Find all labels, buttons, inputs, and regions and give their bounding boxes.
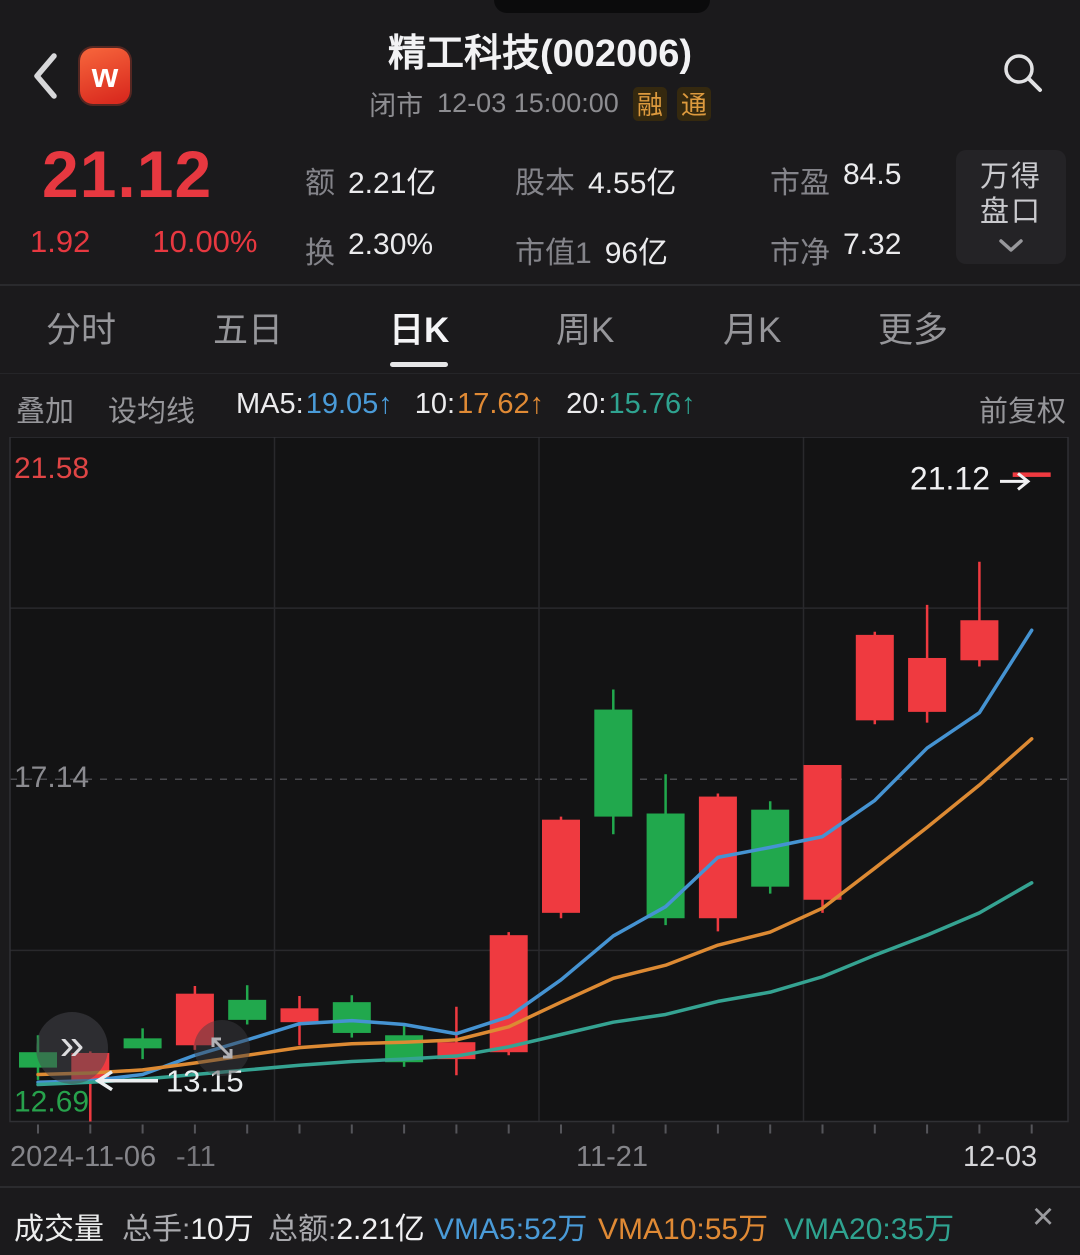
set-ma-button[interactable]: 设均线 [108,396,196,428]
candle [280,995,319,1046]
ma5-readout: MA5: 19.05↑ [236,388,393,420]
overlay-button[interactable]: 叠加 [16,396,75,428]
candle [123,1028,162,1060]
candle [960,561,999,667]
vma20-readout: VMA20:35万 [784,1213,955,1246]
price-adjust-button[interactable]: 前复权 [978,396,1066,428]
ma-line-ma20 [36,881,1034,1087]
candle [855,631,894,725]
total-amount: 总额:2.21亿 [268,1213,425,1246]
diagonal-resize-icon [211,1037,233,1059]
market-status-row: 闭市 12-03 15:00:00 融 通 [0,84,1080,123]
wind-depth-panel-button[interactable]: 万得 盘口 [956,150,1066,264]
candle [489,932,528,1056]
vma10-readout: VMA10:55万 [598,1213,769,1246]
market-status: 闭市 [369,91,424,121]
y-axis-label: 17.14 [14,761,89,794]
tab-five-day[interactable]: 五日 [213,311,284,350]
stat-amount: 额 2.21亿 [305,167,437,200]
candle [908,604,947,723]
current-price-marker: 21.12 [910,460,1031,496]
x-tick-label: 12-03 [963,1141,1038,1173]
ma10-readout: 10: 17.62↑ [414,388,545,420]
search-icon[interactable] [1000,50,1046,96]
vma5-readout: VMA5:52万 [434,1213,588,1246]
candle [1012,472,1051,477]
stat-shares: 股本 4.55亿 [515,167,677,200]
stat-pb: 市净 7.32 [770,228,902,270]
candle [542,816,580,919]
top-notch [494,0,710,13]
y-axis-label: 12.69 [14,1086,89,1119]
page-title: 精工科技(002006) [387,33,693,75]
candle [594,689,633,835]
section-divider [0,373,1080,374]
price-change-pct: 10.00% [152,224,258,259]
candle [803,765,842,913]
close-volume-pane-icon[interactable]: × [1032,1196,1055,1238]
candle [646,774,685,926]
x-tick-label: 11-21 [576,1141,649,1173]
total-lots: 总手:10万 [122,1213,254,1246]
low-price-marker: 13.15 [94,1064,244,1099]
volume-legend-bar: 成交量 总手:10万 总额:2.21亿 VMA5:52万 VMA10:55万 V… [0,1188,1080,1255]
quote-timestamp: 12-03 15:00:00 [437,88,619,118]
margin-badge: 融 [632,86,667,121]
resize-handle[interactable] [194,1020,250,1076]
ma-line-ma10 [36,737,1034,1077]
volume-pane-title: 成交量 [14,1213,104,1246]
candlestick-chart[interactable]: 21.58 17.14 12.69 13.15 21.12 [0,437,1080,1147]
ma-readout: MA5: 19.05↑ 10: 17.62↑ 20: 15.76↑ [236,388,696,421]
connect-badge: 通 [676,86,711,121]
x-axis-labels: 2024-11-06 -11 11-21 12-03 [0,1141,1080,1181]
stat-pe: 市盈 84.5 [770,158,902,200]
arrow-left-icon [94,1070,113,1092]
chevron-down-icon [999,239,1023,252]
ma20-readout: 20: 15.76↑ [566,388,696,420]
fast-forward-button[interactable]: » [36,1012,108,1084]
wind-app-logo: w [80,48,130,104]
tab-weekly-k[interactable]: 周K [556,311,615,350]
ma-line-ma5 [36,628,1034,1084]
section-divider [0,1186,1080,1188]
section-divider [0,284,1080,286]
candle [175,985,214,1050]
x-tick-label: -11 [176,1141,216,1173]
candle [332,995,371,1038]
back-icon[interactable] [30,52,62,100]
tab-more[interactable]: 更多 [878,311,949,350]
tab-monthly-k[interactable]: 月K [723,311,782,350]
active-tab-underline [390,362,449,367]
ma-toolbar: 叠加 设均线 MA5: 19.05↑ 10: 17.62↑ 20: 15.76↑ 前复… [0,388,1080,432]
logo-letter: w [91,56,119,95]
tab-minute[interactable]: 分时 [46,311,117,350]
chart-period-tabs: 分时 五日 日K 周K 月K 更多 [0,288,1080,630]
svg-text:21.12: 21.12 [910,460,990,496]
price-change: 1.92 [30,224,91,259]
last-price: 21.12 [42,137,213,211]
stat-turnover: 换 2.30% [305,228,434,270]
candle [698,793,737,932]
stat-market-cap: 市值1 96亿 [515,237,669,270]
candle [228,985,267,1025]
x-tick-label: 2024-11-06 [10,1141,157,1173]
fast-forward-icon: » [59,1020,85,1069]
change-row: 1.92 10.00% [30,224,290,260]
tab-daily-k[interactable]: 日K [389,302,449,367]
arrow-right-icon [1017,472,1031,491]
y-axis-label: 21.58 [14,452,89,485]
svg-text:13.15: 13.15 [166,1064,244,1099]
